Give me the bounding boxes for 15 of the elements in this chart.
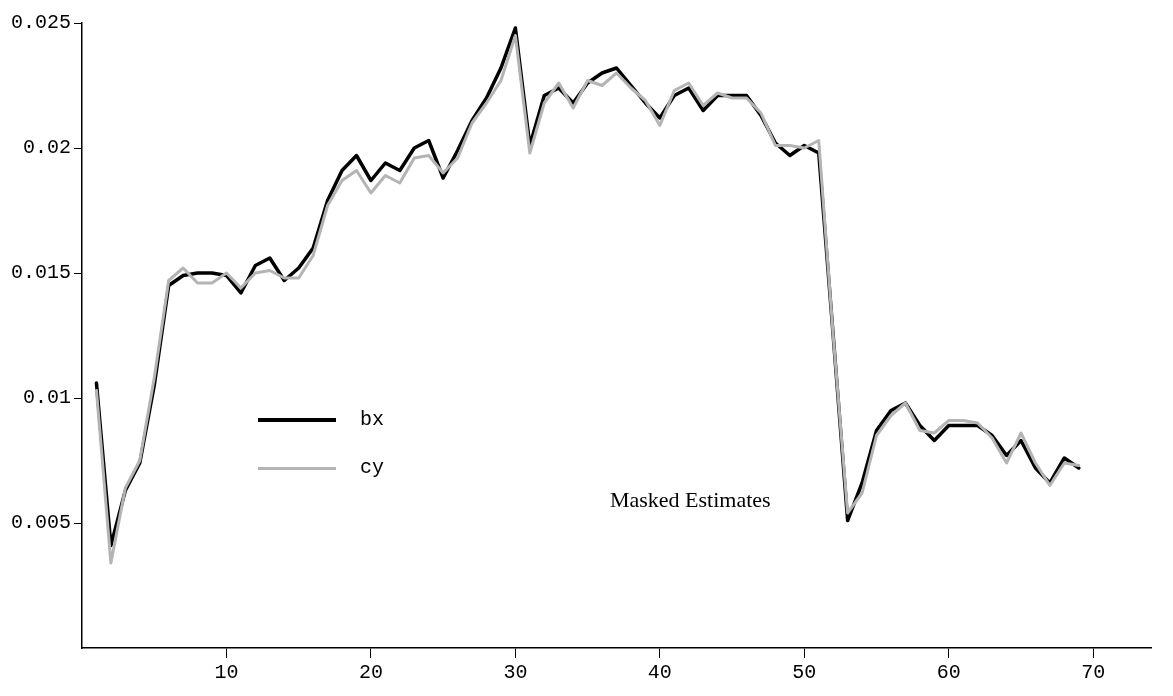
y-tick-label: 0.02: [22, 136, 72, 160]
x-tick-label: 20: [358, 661, 383, 685]
x-tick-label: 50: [792, 661, 817, 685]
annotation: Masked Estimates: [609, 486, 771, 512]
y-tick-label: 0.025: [10, 11, 72, 35]
x-tick-label: 10: [214, 661, 239, 685]
y-tick-label: 0.005: [10, 511, 72, 535]
legend-label: cy: [360, 455, 385, 481]
legend-label: bx: [360, 407, 385, 433]
y-tick-label: 0.01: [22, 386, 72, 410]
x-tick-label: 40: [647, 661, 672, 685]
x-tick-label: 70: [1081, 661, 1106, 685]
x-tick-label: 30: [503, 661, 528, 685]
y-tick-label: 0.015: [10, 261, 72, 285]
x-tick-label: 60: [936, 661, 961, 685]
